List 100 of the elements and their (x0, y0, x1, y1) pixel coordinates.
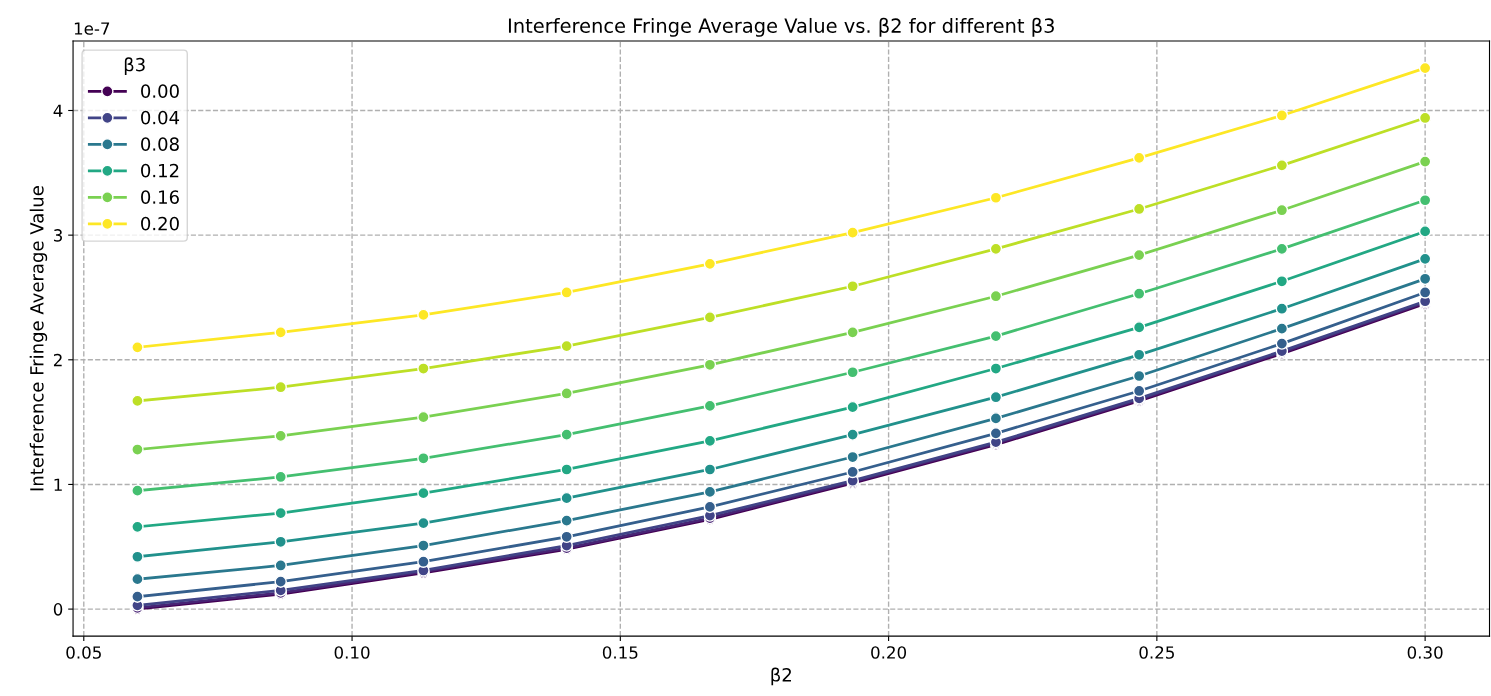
point (1418, 252, 1432, 266)
y-tick-label: 3 (54, 229, 62, 242)
point (989, 427, 1003, 440)
y-tick-label: 2 (53, 353, 62, 367)
point (560, 463, 573, 476)
point (703, 311, 717, 324)
point (1132, 202, 1146, 216)
point (703, 485, 717, 499)
point (1132, 248, 1146, 262)
point (846, 280, 859, 293)
point (417, 452, 430, 465)
point (1132, 151, 1146, 165)
point (1418, 111, 1432, 125)
point (1275, 302, 1289, 315)
point (417, 516, 430, 530)
point (560, 530, 573, 544)
point (1132, 369, 1146, 383)
point (1418, 272, 1432, 286)
point (560, 339, 573, 353)
text: 1e-7 (74, 22, 110, 35)
point (846, 465, 859, 479)
point (274, 506, 287, 520)
point (560, 428, 573, 441)
point (131, 443, 144, 456)
point (1132, 348, 1146, 362)
point (274, 575, 287, 588)
y-tick-label: 4 (53, 104, 63, 117)
point (1275, 159, 1289, 172)
point (1275, 203, 1289, 217)
point (846, 366, 859, 379)
x-tick-label: 0.10 (334, 646, 370, 659)
point (989, 362, 1003, 375)
y-tick-label: 0 (53, 603, 63, 616)
point (1275, 337, 1289, 350)
point (1418, 193, 1432, 207)
point (703, 257, 717, 271)
point (989, 329, 1003, 343)
point (417, 362, 430, 375)
point (703, 358, 717, 372)
point (560, 286, 573, 299)
point (560, 491, 573, 505)
point (274, 429, 287, 443)
point (274, 326, 287, 339)
point (417, 555, 430, 568)
point (417, 539, 430, 552)
point (703, 500, 717, 514)
point (1132, 321, 1146, 334)
point (989, 412, 1003, 425)
point (989, 289, 1003, 303)
point (703, 434, 717, 448)
x-tick-label: 0.30 (1407, 646, 1443, 659)
point (131, 590, 144, 603)
point (1418, 286, 1432, 299)
x-tick-label: 0.20 (871, 646, 907, 659)
point (131, 341, 144, 354)
point (417, 486, 430, 500)
x-tick-label: 0.15 (602, 646, 638, 659)
point (274, 380, 287, 394)
legend-label: 0.20 (141, 216, 179, 231)
legend-title: β3 (124, 57, 145, 75)
point (846, 226, 859, 239)
point (703, 463, 717, 476)
legend-label: 0.08 (141, 137, 179, 151)
point (1418, 155, 1432, 168)
point (560, 387, 573, 400)
y-axis-title: Interference Fringe Average Value (29, 186, 48, 491)
point (989, 390, 1003, 404)
point (1132, 384, 1146, 398)
point (989, 242, 1003, 256)
point (846, 400, 859, 414)
point (1132, 287, 1146, 300)
point (417, 410, 430, 424)
point (1418, 225, 1432, 238)
point (703, 399, 717, 413)
x-tick-label: 0.05 (66, 646, 101, 659)
point (560, 514, 573, 527)
point (131, 572, 144, 586)
point (1275, 322, 1289, 335)
legend-label: 0.16 (141, 190, 179, 204)
chart-title: Interference Fringe Average Value vs. β2 for different β3 (508, 17, 1054, 37)
legend-label: 0.00 (141, 84, 179, 98)
point (131, 520, 144, 534)
y-tick-label: 1 (54, 478, 62, 491)
point (846, 326, 859, 339)
point (989, 191, 1003, 204)
point (1275, 275, 1289, 288)
point (274, 559, 287, 572)
point (274, 535, 287, 549)
point (1275, 242, 1289, 256)
point (1275, 109, 1289, 122)
point (846, 428, 859, 441)
point (131, 484, 144, 497)
point (274, 470, 287, 484)
x-tick-label: 0.25 (1139, 646, 1174, 659)
point (846, 450, 859, 464)
point (131, 394, 144, 408)
legend-label: 0.12 (141, 163, 179, 178)
x-axis-title: β2 (771, 667, 791, 686)
point (417, 308, 430, 322)
point (1418, 61, 1432, 75)
